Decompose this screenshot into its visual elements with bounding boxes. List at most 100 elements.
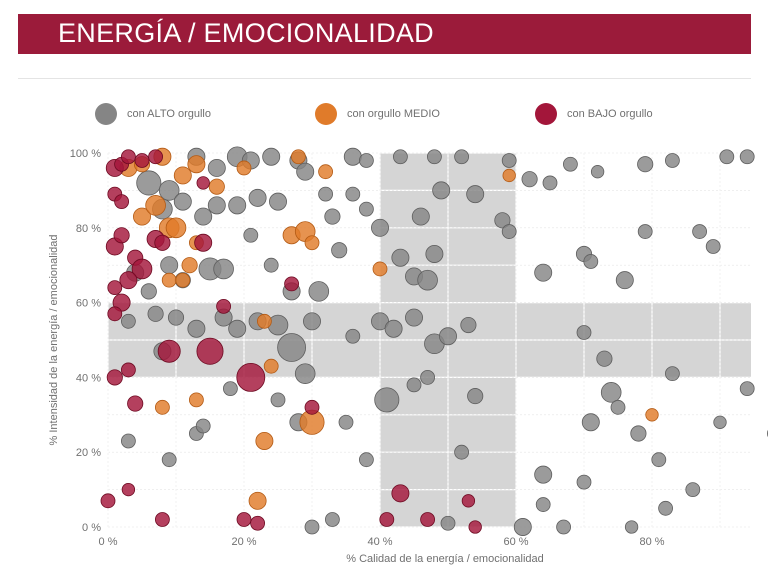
- bubble-alto: [630, 425, 647, 442]
- bubble-alto: [501, 153, 517, 168]
- bubble-alto: [269, 192, 287, 211]
- bubble-alto: [194, 207, 213, 226]
- bubble-bajo: [107, 280, 123, 296]
- y-tick-label: 0 %: [82, 522, 101, 534]
- bubble-alto: [391, 248, 410, 267]
- bubble-bajo: [127, 395, 144, 412]
- bubble-alto: [440, 515, 456, 531]
- bubble-bajo: [134, 153, 150, 168]
- bubble-alto: [294, 363, 316, 384]
- bubble-alto: [590, 165, 605, 179]
- bubble-medio: [372, 261, 388, 277]
- bubble-alto: [494, 212, 511, 229]
- bubble-alto: [420, 369, 436, 385]
- bubble-alto: [705, 239, 721, 254]
- title-bar: ENERGÍA / EMOCIONALIDAD: [18, 14, 751, 54]
- bubble-alto: [576, 474, 592, 490]
- bubble-bajo: [157, 339, 181, 363]
- bubble-alto: [318, 186, 334, 202]
- header-divider: [18, 78, 751, 79]
- bubble-medio: [248, 491, 267, 510]
- bubble-alto: [637, 156, 654, 173]
- bubble-alto: [432, 181, 451, 200]
- bubble-alto: [173, 192, 192, 211]
- bubble-bajo: [120, 149, 136, 165]
- bubble-bajo: [114, 194, 129, 210]
- bubble-alto: [583, 254, 599, 269]
- bubble-alto: [665, 153, 680, 168]
- bubble-bajo: [121, 482, 136, 497]
- bubble-medio: [208, 178, 225, 195]
- bubble-alto: [343, 147, 362, 166]
- bubble-alto: [195, 418, 211, 434]
- bubble-alto: [338, 414, 354, 430]
- bubble-alto: [466, 185, 485, 204]
- bubble-medio: [290, 149, 306, 165]
- bubble-medio: [173, 166, 192, 185]
- bubble-alto: [411, 207, 430, 226]
- bubble-alto: [187, 319, 206, 338]
- x-tick-label: 40 %: [367, 536, 392, 548]
- bubble-alto: [665, 366, 680, 382]
- bubble-alto: [556, 519, 571, 535]
- bubble-alto: [406, 377, 422, 393]
- bubble-alto: [303, 312, 321, 331]
- bubble-bajo: [250, 515, 266, 531]
- bubble-alto: [651, 452, 667, 468]
- bubble-alto: [167, 309, 185, 326]
- legend-swatch-medio: [315, 103, 337, 125]
- bubble-alto: [692, 224, 707, 239]
- bubble-medio: [263, 358, 279, 374]
- y-tick-label: 20 %: [76, 447, 101, 459]
- bubble-medio: [304, 235, 320, 251]
- bubble-bajo: [461, 494, 476, 508]
- bubble-bajo: [468, 520, 482, 534]
- bubble-medio: [145, 195, 166, 216]
- bubble-medio: [188, 392, 204, 408]
- bubble-alto: [563, 156, 578, 172]
- bubble-alto: [685, 482, 701, 498]
- bubble-bajo: [236, 512, 252, 527]
- bubble-alto: [262, 147, 281, 166]
- bubble-alto: [521, 171, 538, 188]
- bubble-alto: [581, 413, 600, 432]
- legend-item-medio: con orgullo MEDIO: [315, 103, 440, 125]
- bubble-alto: [136, 170, 162, 196]
- bubble-alto: [384, 319, 403, 338]
- bubble-alto: [160, 256, 179, 275]
- bubble-bajo: [379, 512, 395, 527]
- bubble-alto: [222, 381, 238, 397]
- bubble-bajo: [154, 234, 171, 251]
- bubble-alto: [243, 227, 259, 243]
- bubble-bajo: [148, 149, 164, 165]
- y-tick-label: 100 %: [70, 148, 101, 160]
- bubble-alto: [467, 388, 484, 405]
- bubble-medio: [165, 217, 187, 239]
- bubble-medio: [181, 257, 198, 274]
- bubble-alto: [596, 350, 613, 367]
- tick-labels: 0 % 20 % 40 % 60 % 80 % 0 % 20 % 40 % 60 % 80 % 10…: [70, 148, 665, 548]
- bubble-alto: [637, 224, 653, 239]
- bubble-alto: [207, 196, 226, 215]
- bubble-medio: [187, 155, 206, 174]
- bubble-alto: [371, 312, 389, 331]
- y-tick-label: 40 %: [76, 372, 101, 384]
- bubble-alto: [358, 153, 374, 168]
- legend-label-bajo: con BAJO orgullo: [567, 108, 653, 120]
- y-axis-title: % Intensidad de la energía / emocionalid…: [48, 235, 60, 446]
- bubble-alto: [120, 433, 136, 449]
- bubble-medio: [133, 207, 151, 226]
- bubble-alto: [542, 175, 558, 191]
- bubble-alto: [535, 497, 551, 512]
- page-title: ENERGÍA / EMOCIONALIDAD: [58, 18, 434, 48]
- bubble-alto: [534, 465, 553, 484]
- bubble-bajo: [100, 493, 116, 509]
- bubble-bajo: [119, 271, 138, 290]
- bubble-alto: [371, 218, 389, 237]
- bubble-medio: [256, 313, 272, 329]
- bubble-alto: [345, 186, 361, 202]
- bubble-medio: [236, 160, 252, 176]
- bubble-alto: [296, 162, 315, 181]
- bubble-bajo: [131, 258, 153, 280]
